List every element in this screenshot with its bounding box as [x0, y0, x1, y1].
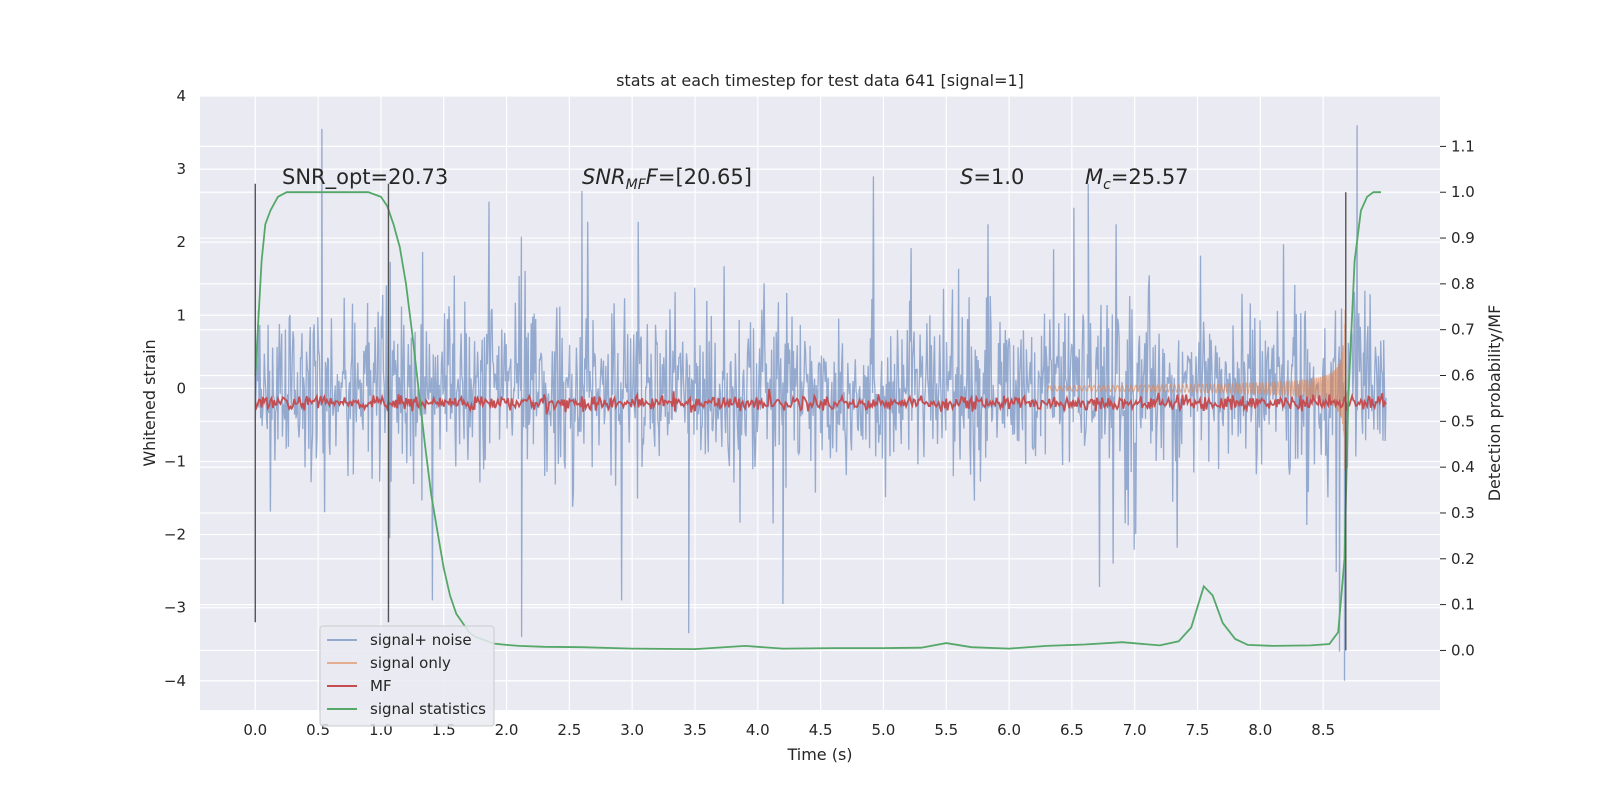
chart-title: stats at each timestep for test data 641…	[616, 71, 1024, 90]
annotation-snr-mf: SNRMFF=[20.65]	[582, 165, 752, 193]
right-tick-label: 1.1	[1451, 137, 1475, 155]
right-axis-ticks: 1.1 1.0 0.9 0.8 0.7 0.6 0.5 0.4 0.3 0.2 0.1 0.0	[1440, 137, 1475, 659]
x-tick-label: 5.0	[872, 721, 896, 739]
x-tick-label: 6.0	[997, 721, 1021, 739]
right-tick-label: 0.5	[1451, 412, 1475, 430]
legend-label-mf: MF	[370, 677, 392, 695]
legend-label-signal-noise: signal+ noise	[370, 631, 472, 649]
x-tick-label: 4.0	[746, 721, 770, 739]
series-signal-noise-line	[254, 125, 1387, 681]
x-tick-label: 7.0	[1123, 721, 1147, 739]
right-tick-label: 0.2	[1451, 550, 1475, 568]
x-tick-label: 4.5	[809, 721, 833, 739]
annotation-s: S=1.0	[960, 165, 1024, 189]
x-axis-ticks: 0.0 0.5 1.0 1.5 2.0 2.5 3.0 3.5 4.0 4.5 5.0 5.5 6.0 6…	[243, 721, 1335, 739]
right-tick-label: 1.0	[1451, 183, 1475, 201]
annotation-s-var: S	[960, 165, 973, 189]
x-tick-label: 2.0	[495, 721, 519, 739]
x-tick-label: 3.0	[620, 721, 644, 739]
annotation-mc-var: M	[1085, 165, 1103, 189]
right-tick-label: 0.0	[1451, 641, 1475, 659]
legend-frame	[319, 625, 495, 727]
series-signal-only-line	[1046, 309, 1349, 470]
annotation-snr-mf-var: SNR	[582, 165, 626, 189]
legend: signal+ noise signal only MF signal stat…	[319, 625, 495, 727]
right-tick-label: 0.1	[1451, 596, 1475, 614]
x-tick-label: 6.5	[1060, 721, 1084, 739]
annotation-s-value: =1.0	[973, 165, 1024, 189]
y-tick-label: 2	[176, 233, 186, 251]
annotation-mc-sub: c	[1103, 177, 1111, 193]
right-tick-label: 0.9	[1451, 229, 1475, 247]
x-tick-label: 5.5	[934, 721, 958, 739]
y-tick-label: 1	[176, 306, 186, 324]
right-tick-label: 0.3	[1451, 504, 1475, 522]
annotation-snr-opt: SNR_opt=20.73	[282, 165, 448, 190]
series-layer	[254, 125, 1387, 681]
y-tick-label: 4	[176, 87, 186, 105]
x-tick-label: 8.5	[1311, 721, 1335, 739]
y-tick-label: −4	[164, 672, 186, 690]
right-tick-label: 0.8	[1451, 275, 1475, 293]
right-tick-label: 0.6	[1451, 367, 1475, 385]
legend-label-signal-only: signal only	[370, 654, 451, 672]
x-tick-label: 7.5	[1186, 721, 1210, 739]
y-tick-label: −2	[164, 526, 186, 544]
y-axis-label: Whitened strain	[140, 339, 159, 466]
series-signal-statistics-line	[254, 191, 1381, 651]
x-tick-label: 0.0	[243, 721, 267, 739]
right-tick-label: 0.7	[1451, 321, 1475, 339]
legend-label-signal-statistics: signal statistics	[370, 700, 486, 718]
annotation-mc: Mc=25.57	[1085, 165, 1189, 193]
x-tick-label: 2.5	[557, 721, 581, 739]
vertical-markers	[254, 183, 1347, 651]
y-tick-label: −1	[164, 452, 186, 470]
y-axis-ticks: 4 3 2 1 0 −1 −2 −3 −4	[164, 87, 186, 690]
series-mf-line	[254, 388, 1387, 415]
annotation-snr-mf-sub: MF	[626, 177, 647, 193]
y-tick-label: 0	[176, 379, 186, 397]
y-tick-label: 3	[176, 160, 186, 178]
annotation-snr-mf-f: F	[646, 165, 659, 189]
right-tick-label: 0.4	[1451, 458, 1475, 476]
annotation-snr-mf-value: =[20.65]	[658, 165, 752, 189]
right-axis-label: Detection probability/MF	[1485, 305, 1504, 502]
annotation-mc-value: =25.57	[1111, 165, 1189, 189]
x-tick-label: 8.0	[1248, 721, 1272, 739]
x-tick-label: 3.5	[683, 721, 707, 739]
x-axis-label: Time (s)	[786, 745, 852, 764]
y-tick-label: −3	[164, 599, 186, 617]
